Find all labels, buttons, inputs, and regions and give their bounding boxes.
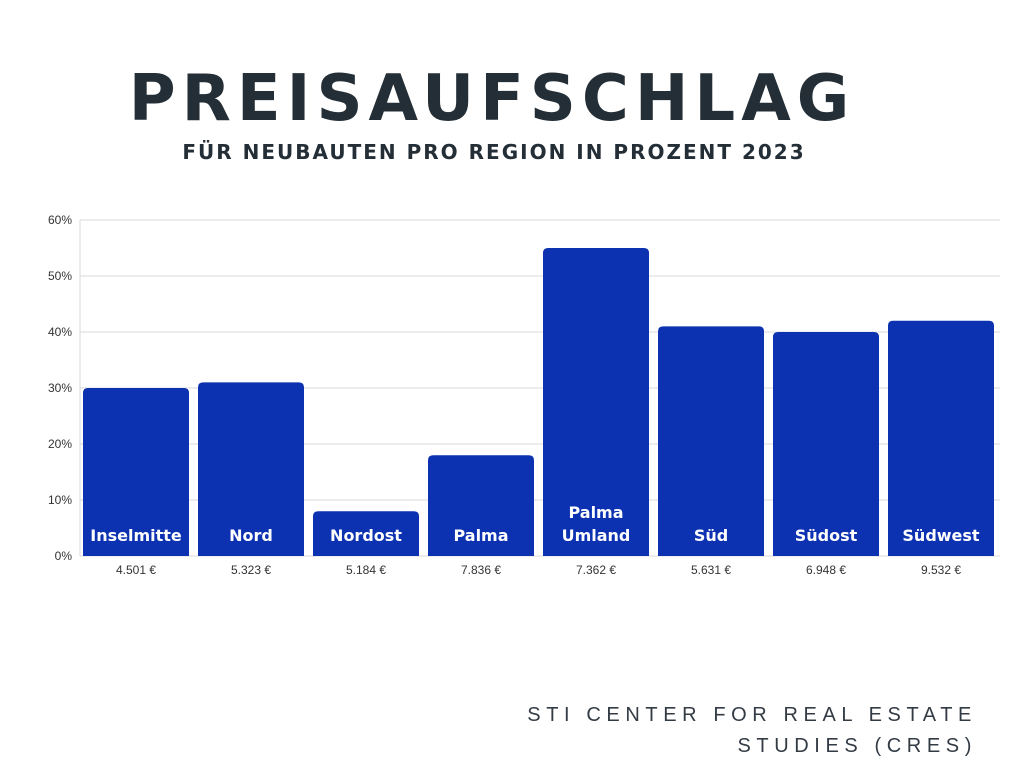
price-label: 7.362 € — [576, 563, 616, 577]
y-tick-label: 60% — [48, 213, 72, 227]
price-label: 5.631 € — [691, 563, 731, 577]
bar-label: Palma — [568, 503, 623, 522]
bar-südwest — [888, 320, 994, 556]
y-tick-label: 20% — [48, 437, 72, 451]
bar-label: Nordost — [330, 526, 402, 545]
y-tick-label: 50% — [48, 269, 72, 283]
source-line-2: STUDIES (CRES) — [737, 735, 977, 757]
bar-süd — [658, 326, 764, 556]
source-line-1: STI CENTER FOR REAL ESTATE — [527, 704, 977, 726]
price-label: 5.184 € — [346, 563, 386, 577]
bar-label: Südost — [795, 526, 858, 545]
price-label: 7.836 € — [461, 563, 501, 577]
bar-label: Südwest — [902, 526, 980, 545]
bar-palma — [428, 455, 534, 556]
bar-palma-umland — [543, 248, 649, 556]
bar-südost — [773, 332, 879, 556]
bar-label: Inselmitte — [90, 526, 182, 545]
bar-label: Umland — [562, 526, 631, 545]
bar-label: Palma — [453, 526, 508, 545]
chart-subtitle: FÜR NEUBAUTEN PRO REGION IN PROZENT 2023 — [182, 140, 806, 164]
chart-title: PREISAUFSCHLAG — [128, 62, 856, 136]
y-tick-label: 40% — [48, 325, 72, 339]
bar-label: Nord — [229, 526, 273, 545]
y-tick-label: 0% — [55, 549, 73, 563]
y-tick-label: 10% — [48, 493, 72, 507]
bar-nord — [198, 382, 304, 556]
bar-inselmitte — [83, 388, 189, 556]
bar-label: Süd — [694, 526, 728, 545]
price-label: 9.532 € — [921, 563, 961, 577]
bar-nordost — [313, 511, 419, 556]
price-label: 5.323 € — [231, 563, 271, 577]
source-credit: STI CENTER FOR REAL ESTATE STUDIES (CRES… — [527, 700, 977, 762]
bar-chart: 0% 10% 20% 30% 40% 50% 60% Inselmitte 4.501 € Nor… — [48, 213, 1000, 577]
y-tick-label: 30% — [48, 381, 72, 395]
price-label: 4.501 € — [116, 563, 156, 577]
price-label: 6.948 € — [806, 563, 846, 577]
